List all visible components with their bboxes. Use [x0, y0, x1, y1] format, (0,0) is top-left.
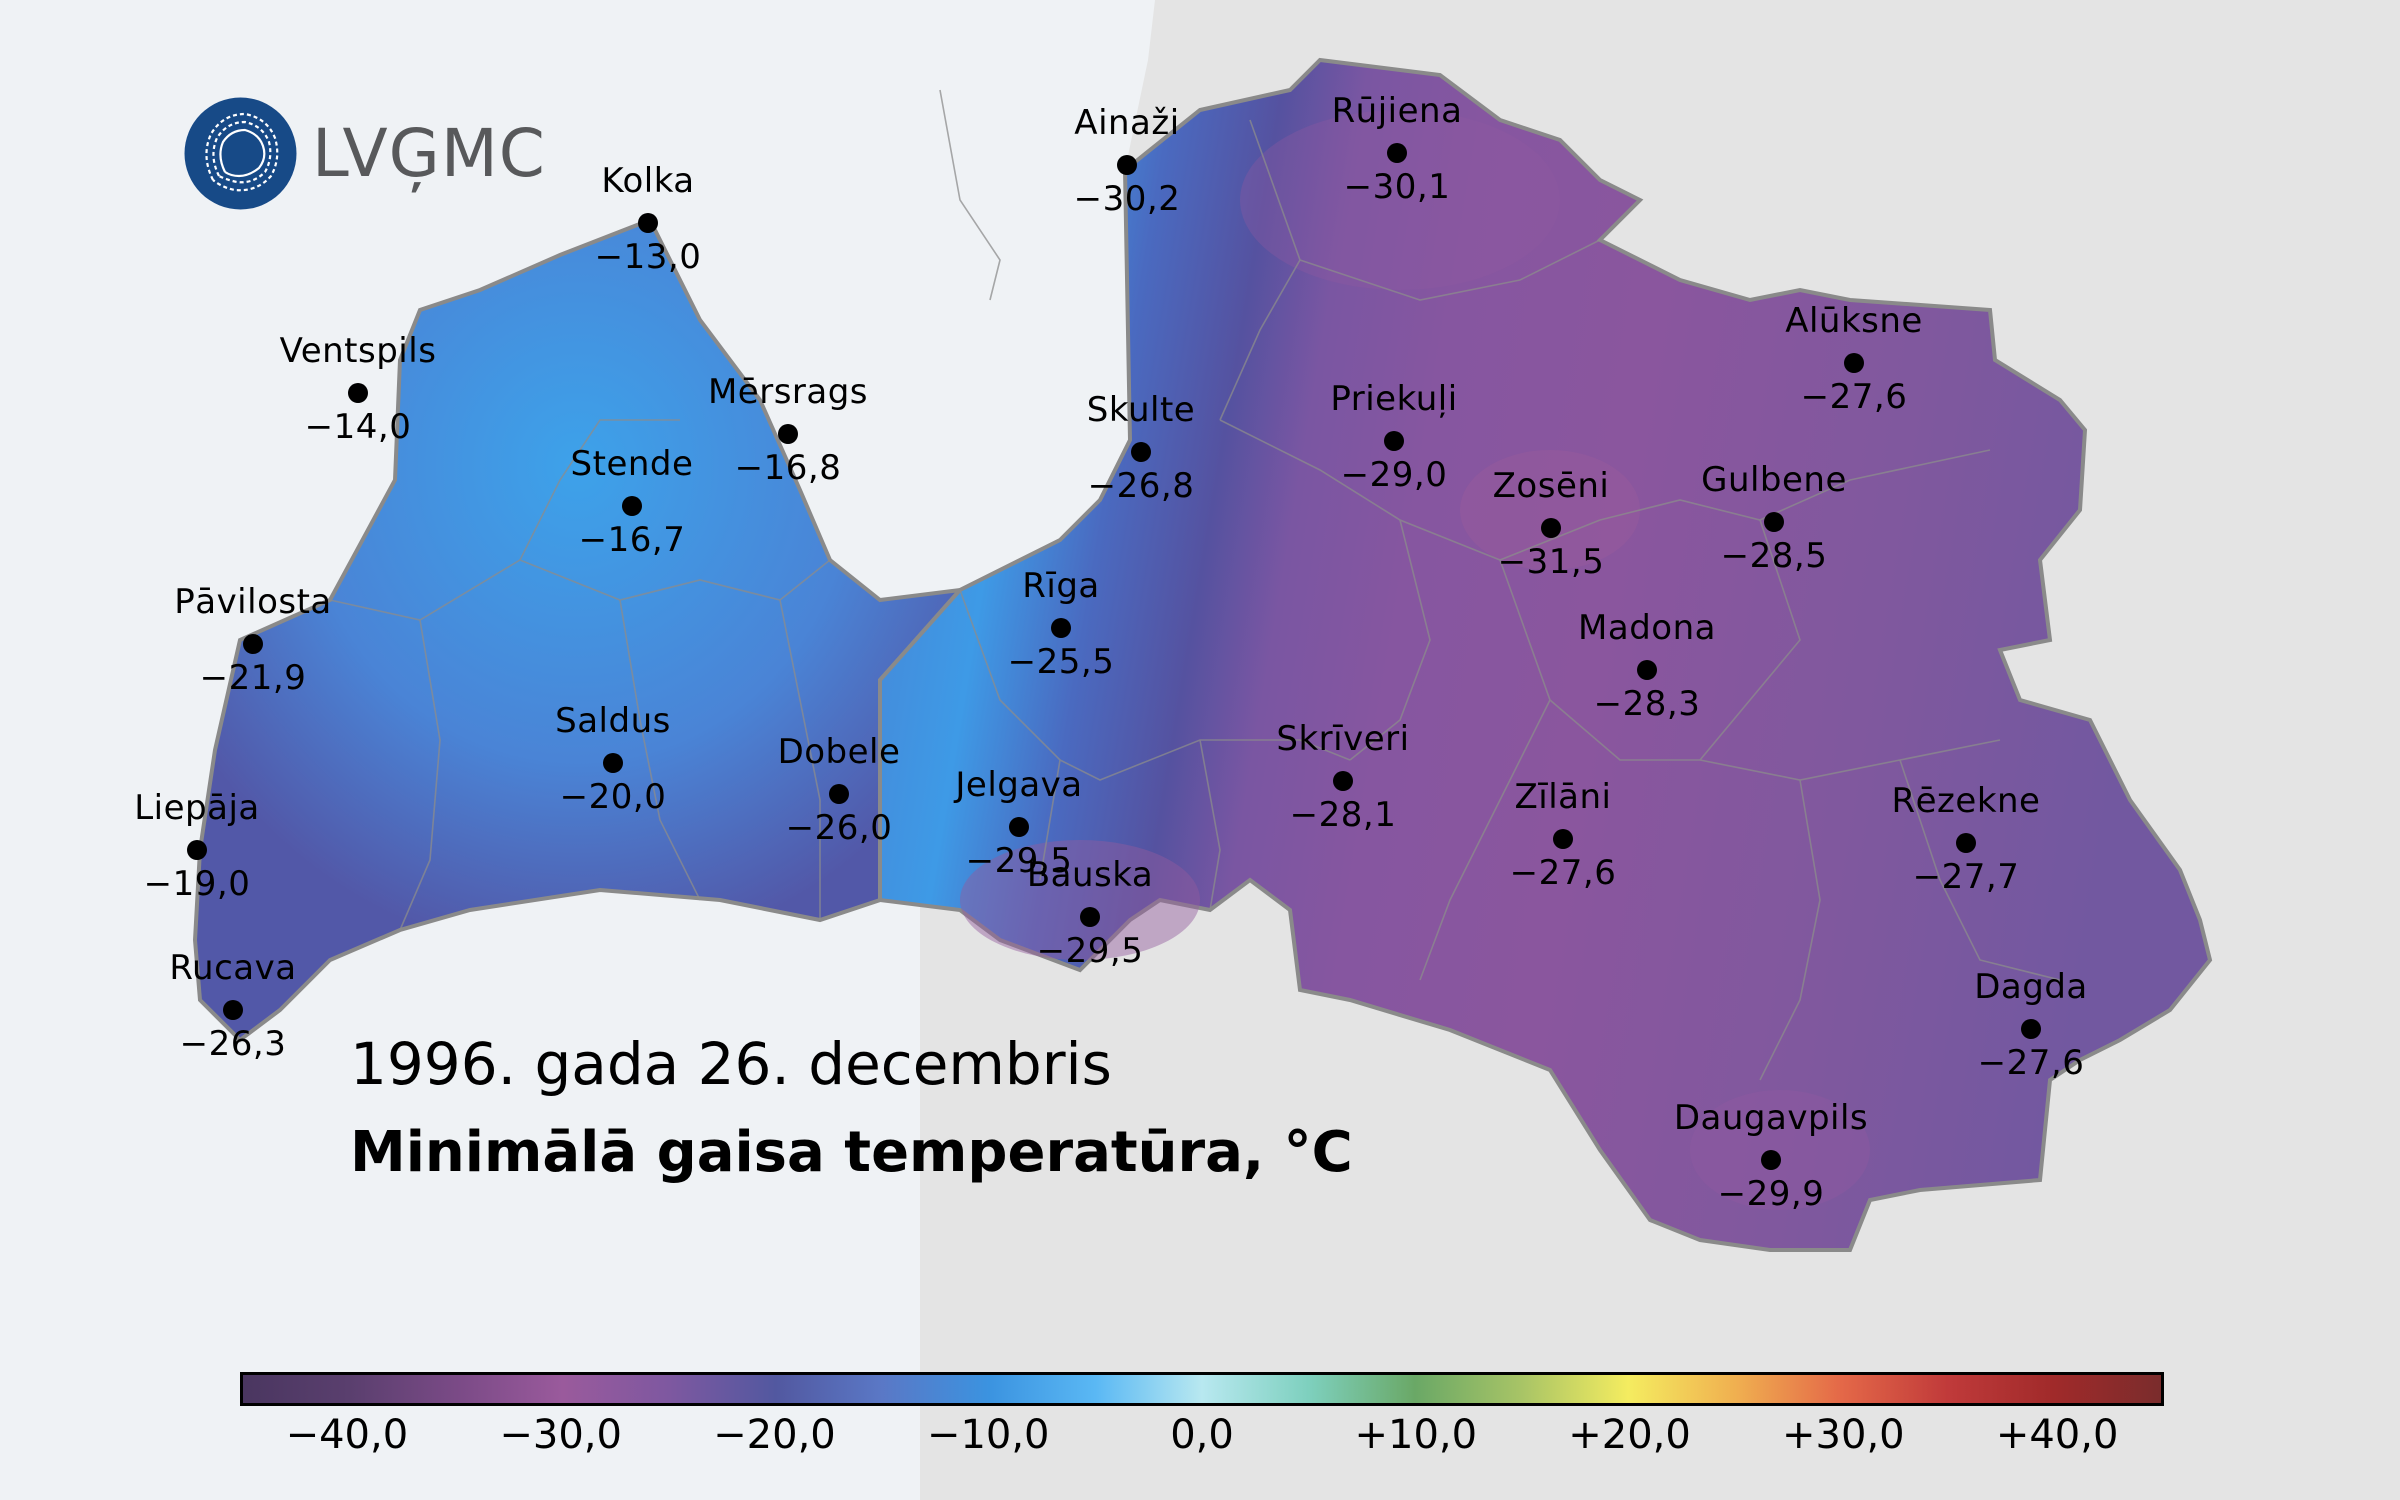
- colorbar-tick: −20,0: [713, 1412, 836, 1458]
- station-name: Rīga: [1022, 566, 1100, 606]
- station-name: Ainaži: [1074, 103, 1180, 143]
- station-name: Jelgava: [955, 765, 1083, 805]
- latvia-vidzeme-latgale: [878, 57, 2213, 1252]
- station-marker-icon: [1131, 442, 1151, 462]
- station-marker-icon: [187, 840, 207, 860]
- station-name: Liepāja: [134, 788, 260, 828]
- station-name: Rūjiena: [1331, 91, 1463, 131]
- station-value: −20,0: [559, 777, 667, 817]
- municipal-borders: [329, 89, 2061, 1081]
- station-value: −14,0: [304, 407, 412, 447]
- map-date: 1996. gada 26. decembris: [350, 1030, 1112, 1098]
- station-marker-icon: [1637, 660, 1657, 680]
- station-name: Priekuļi: [1330, 379, 1458, 419]
- colorbar-tick: +20,0: [1568, 1412, 1691, 1458]
- colorbar-tick: 0,0: [1170, 1412, 1234, 1458]
- colorbar-tick: −40,0: [285, 1412, 409, 1458]
- station-value: −28,3: [1593, 684, 1701, 724]
- station-value: −27,6: [1509, 853, 1617, 893]
- station-value: −31,5: [1497, 542, 1605, 582]
- station-name: Pāvilosta: [174, 582, 332, 622]
- station-marker-icon: [1333, 771, 1353, 791]
- station-value: −30,1: [1343, 167, 1451, 207]
- station-marker-icon: [778, 424, 798, 444]
- station-name: Daugavpils: [1673, 1098, 1869, 1138]
- station-marker-icon: [603, 753, 623, 773]
- temperature-colorbar: [240, 1372, 2164, 1406]
- station-name: Mērsrags: [707, 372, 869, 412]
- station-name: Gulbene: [1701, 460, 1847, 500]
- station-marker-icon: [1009, 817, 1029, 837]
- station-value: −25,5: [1007, 642, 1115, 682]
- logo-text: LVĢMC: [312, 115, 546, 192]
- station-name: Alūksne: [1785, 301, 1923, 341]
- station-name: Kolka: [601, 161, 695, 201]
- station-value: −27,7: [1912, 857, 2020, 897]
- station-value: −16,7: [578, 520, 686, 560]
- colorbar-ticks: −40,0 −30,0 −20,0 −10,0 0,0 +10,0 +20,0 +30,0 +4…: [240, 1412, 2164, 1472]
- station-value: −29,5: [965, 841, 1073, 881]
- station-value: −19,0: [143, 864, 251, 904]
- station-name: Rēzekne: [1891, 781, 2041, 821]
- station-marker-icon: [1080, 907, 1100, 927]
- colorbar-tick: +40,0: [1995, 1412, 2119, 1458]
- station-name: Saldus: [555, 701, 671, 741]
- station-marker-icon: [1764, 512, 1784, 532]
- station-name: Madona: [1578, 608, 1716, 648]
- station-marker-icon: [1117, 155, 1137, 175]
- station-marker-icon: [1051, 618, 1071, 638]
- station-marker-icon: [1761, 1150, 1781, 1170]
- station-value: −29,0: [1340, 455, 1448, 495]
- station-marker-icon: [223, 1000, 243, 1020]
- station-marker-icon: [638, 213, 658, 233]
- colorbar-tick: +30,0: [1782, 1412, 1905, 1458]
- station-value: −27,6: [1977, 1043, 2085, 1083]
- station-value: −16,8: [734, 448, 842, 488]
- station-marker-icon: [243, 634, 263, 654]
- station-name: Bauska: [1026, 855, 1154, 895]
- station-value: −13,0: [594, 237, 702, 277]
- station-marker-icon: [348, 383, 368, 403]
- station-name: Zīlāni: [1514, 777, 1612, 817]
- colorbar-tick: −30,0: [499, 1412, 622, 1458]
- station-marker-icon: [1956, 833, 1976, 853]
- station-marker-icon: [622, 496, 642, 516]
- station-value: −28,5: [1720, 536, 1828, 576]
- station-value: −26,0: [785, 808, 893, 848]
- station-marker-icon: [1553, 829, 1573, 849]
- station-name: Skrīveri: [1276, 719, 1410, 759]
- station-marker-icon: [1844, 353, 1864, 373]
- station-value: −26,3: [179, 1024, 287, 1064]
- latvia-kurzeme: [192, 217, 966, 1043]
- station-value: −30,2: [1073, 179, 1181, 219]
- station-name: Ventspils: [279, 331, 437, 371]
- station-name: Zosēni: [1492, 466, 1610, 506]
- station-value: −26,8: [1087, 466, 1195, 506]
- station-name: Skulte: [1086, 390, 1196, 430]
- station-marker-icon: [1387, 143, 1407, 163]
- station-value: −29,5: [1036, 931, 1144, 971]
- station-value: −29,9: [1717, 1174, 1825, 1214]
- lvgmc-emblem-icon: [184, 97, 297, 210]
- station-value: −21,9: [199, 658, 307, 698]
- station-name: Dobele: [777, 732, 901, 772]
- map-title: Minimālā gaisa temperatūra, °C: [350, 1120, 1353, 1185]
- station-marker-icon: [1541, 518, 1561, 538]
- colorbar-tick: +10,0: [1354, 1412, 1478, 1458]
- station-name: Stende: [570, 444, 694, 484]
- station-value: −27,6: [1800, 377, 1908, 417]
- station-marker-icon: [829, 784, 849, 804]
- lvgmc-logo: LVĢMC: [183, 96, 546, 211]
- sea: [0, 0, 1155, 1500]
- station-marker-icon: [2021, 1019, 2041, 1039]
- station-marker-icon: [1384, 431, 1404, 451]
- station-name: Rucava: [169, 948, 297, 988]
- station-value: −28,1: [1289, 795, 1397, 835]
- station-name: Dagda: [1974, 967, 2088, 1007]
- colorbar-tick: −10,0: [926, 1412, 1050, 1458]
